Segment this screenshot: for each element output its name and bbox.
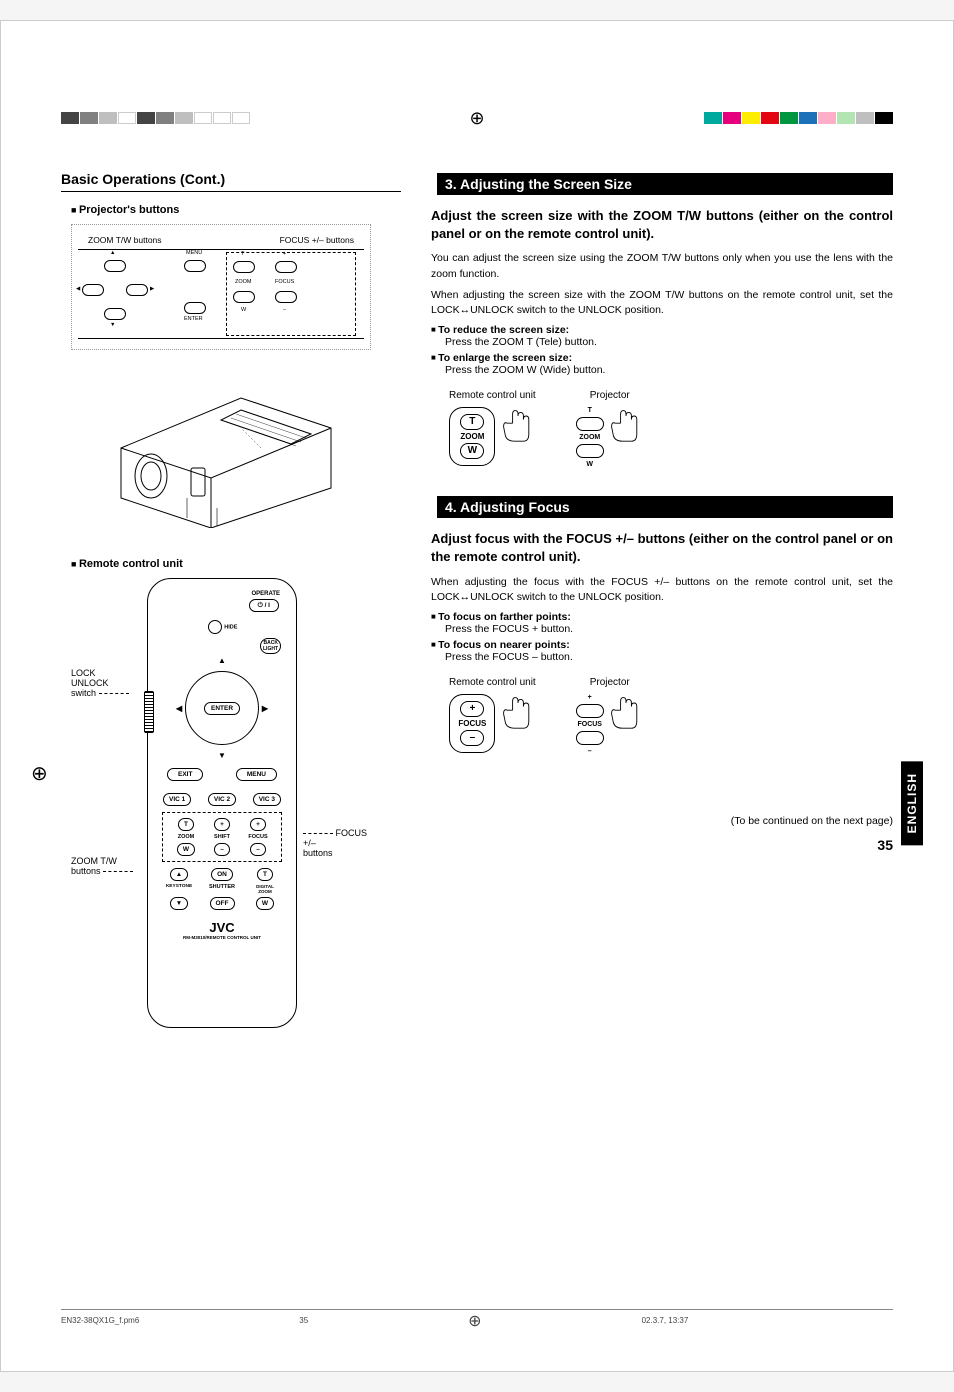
footer-page: 35 <box>299 1316 308 1331</box>
section-3-b2s: Press the ZOOM W (Wide) button. <box>445 364 893 376</box>
page-number: 35 <box>431 837 893 853</box>
section-3-b1s: Press the ZOOM T (Tele) button. <box>445 336 893 348</box>
footer-file: EN32-38QX1G_f.pm6 <box>61 1316 139 1331</box>
zoom-remote-icon: T ZOOM W <box>449 407 495 466</box>
enter-button: ENTER <box>204 702 240 715</box>
section-4-b2s: Press the FOCUS – button. <box>445 651 893 663</box>
footer-timestamp: 02.3.7, 13:37 <box>642 1316 689 1331</box>
section-4-b1s: Press the FOCUS + button. <box>445 623 893 635</box>
page: ⊕ ⊕ ⊕ ENGLISH Basic Operations (Cont.) P… <box>0 20 954 1372</box>
backlight-button: BACK LIGHT <box>260 638 281 654</box>
cap-remote-4: Remote control unit <box>449 677 536 688</box>
section-4-b1: To focus on farther points: <box>431 611 893 623</box>
brand-model: RM-M3010/REMOTE CONTROL UNIT <box>156 935 288 940</box>
lock-unlock-switch <box>144 691 154 733</box>
section-4-diagrams: Remote control unit + FOCUS – Projector <box>449 677 893 755</box>
vic2-button: VIC 2 <box>208 793 236 806</box>
footer-marks: EN32-38QX1G_f.pm6 35 ⊕ 02.3.7, 13:37 <box>61 1309 893 1331</box>
nav-pad: ◀ ENTER ▶ <box>185 671 259 745</box>
cap-proj-3: Projector <box>576 390 644 401</box>
panel-label-focus: FOCUS +/– buttons <box>280 235 354 245</box>
menu-button: MENU <box>236 768 277 781</box>
language-tab: ENGLISH <box>901 761 923 845</box>
remote-body: OPERATE ⏻ / I HIDE BACK LIGHT ▲ ◀ ENTER <box>147 578 297 1028</box>
section-4-head: Adjust focus with the FOCUS +/– buttons … <box>431 530 893 566</box>
crosshair-icon: ⊕ <box>468 1311 481 1331</box>
crosshair-icon: ⊕ <box>469 109 484 127</box>
hand-icon <box>608 407 644 443</box>
side-crosshair-left: ⊕ <box>31 761 48 786</box>
hand-icon <box>500 694 536 730</box>
projector-panel-diagram: ZOOM T/W buttons FOCUS +/– buttons ▲ ◀ ▶… <box>71 224 371 350</box>
section-3-diagrams: Remote control unit T ZOOM W Projector <box>449 390 893 468</box>
focus-remote-icon: + FOCUS – <box>449 694 495 753</box>
cap-remote-3: Remote control unit <box>449 390 536 401</box>
hand-icon <box>608 694 644 730</box>
hand-icon <box>500 407 536 443</box>
section-4-b2: To focus on nearer points: <box>431 639 893 651</box>
page-title: Basic Operations (Cont.) <box>61 171 401 192</box>
label-lock-switch: LOCK UNLOCK switch <box>71 668 141 698</box>
remote-diagram: LOCK UNLOCK switch ZOOM T/W buttons OPER… <box>71 578 391 1028</box>
content: Basic Operations (Cont.) Projector's but… <box>61 171 893 1028</box>
zoom-proj-icon: T ZOOM W <box>576 407 604 468</box>
vic1-button: VIC 1 <box>163 793 191 806</box>
projector-illustration <box>91 368 351 528</box>
exit-button: EXIT <box>167 768 203 781</box>
operate-button: ⏻ / I <box>249 599 279 612</box>
section-4-p1: When adjusting the focus with the FOCUS … <box>431 575 893 605</box>
label-operate: OPERATE <box>251 591 280 597</box>
regbar-left <box>61 112 250 124</box>
cap-proj-4: Projector <box>576 677 644 688</box>
section-3-b2: To enlarge the screen size: <box>431 352 893 364</box>
section-3-p1: You can adjust the screen size using the… <box>431 251 893 281</box>
label-remote-focus: FOCUS +/– buttons <box>303 828 373 858</box>
panel-label-zoom: ZOOM T/W buttons <box>88 235 162 245</box>
right-column: 3. Adjusting the Screen Size Adjust the … <box>431 171 893 1028</box>
regbar-right <box>704 112 893 124</box>
vic3-button: VIC 3 <box>253 793 281 806</box>
section-3-b1: To reduce the screen size: <box>431 324 893 336</box>
section-3-head: Adjust the screen size with the ZOOM T/W… <box>431 207 893 243</box>
registration-top: ⊕ <box>1 109 953 127</box>
subhead-remote: Remote control unit <box>71 558 401 570</box>
subhead-projector-buttons: Projector's buttons <box>71 204 401 216</box>
continued-note: (To be continued on the next page) <box>431 815 893 827</box>
focus-proj-icon: + FOCUS – <box>576 694 604 755</box>
section-3-header: 3. Adjusting the Screen Size <box>431 173 893 195</box>
label-remote-zoom: ZOOM T/W buttons <box>71 856 141 876</box>
left-column: Basic Operations (Cont.) Projector's but… <box>61 171 401 1028</box>
brand-logo: JVC <box>156 920 288 935</box>
hide-button <box>208 620 222 634</box>
section-4-header: 4. Adjusting Focus <box>431 496 893 518</box>
section-3-p2: When adjusting the screen size with the … <box>431 288 893 318</box>
